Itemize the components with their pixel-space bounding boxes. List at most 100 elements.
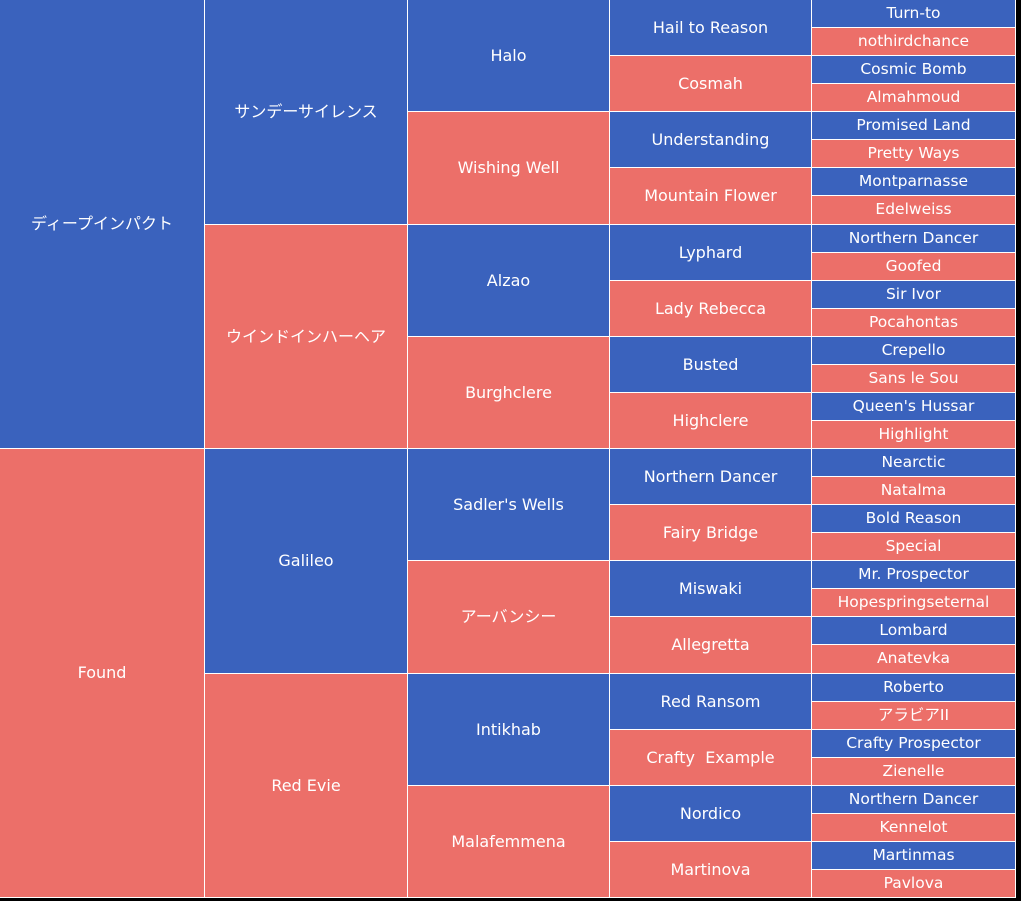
horse-name: Galileo <box>278 551 334 570</box>
horse-name: ディープインパクト <box>31 214 173 233</box>
horse-name: Nordico <box>679 803 742 823</box>
pedigree-cell-gen5-19: Bold Reason <box>812 505 1016 533</box>
pedigree-cell-gen4-15: Nordico <box>610 786 812 842</box>
pedigree-cell-gen1-1: ディープインパクト <box>0 0 205 449</box>
pedigree-cell-gen5-22: Hopespringseternal <box>812 589 1016 617</box>
horse-name: Highclere <box>672 410 749 430</box>
horse-name: Mr. Prospector <box>858 564 969 583</box>
pedigree-cell-gen5-12: Pocahontas <box>812 309 1016 337</box>
horse-name: Sadler's Wells <box>453 494 564 514</box>
horse-name: サンデーサイレンス <box>234 102 378 121</box>
pedigree-cell-gen3-3: Alzao <box>408 225 610 337</box>
horse-name: Mountain Flower <box>644 186 777 205</box>
pedigree-cell-gen3-8: Malafemmena <box>408 786 610 898</box>
horse-name: Zienelle <box>882 761 945 780</box>
pedigree-cell-gen5-20: Special <box>812 533 1016 561</box>
horse-name: Alzao <box>486 270 531 290</box>
pedigree-cell-gen2-2: ウインドインハーヘア <box>205 225 408 449</box>
pedigree-cell-gen4-10: Fairy Bridge <box>610 505 812 561</box>
horse-name: Wishing Well <box>457 158 560 177</box>
horse-name: Allegretta <box>671 635 750 654</box>
horse-name: Queen's Hussar <box>852 396 975 415</box>
pedigree-cell-gen5-27: Crafty Prospector <box>812 730 1016 758</box>
horse-name: Hail to Reason <box>652 17 769 37</box>
horse-name: Highlight <box>878 424 949 443</box>
pedigree-cell-gen4-5: Lyphard <box>610 225 812 281</box>
horse-name: Halo <box>490 45 527 65</box>
pedigree-cell-gen1-2: Found <box>0 449 205 898</box>
horse-name: Lyphard <box>678 242 743 262</box>
horse-name: Martinova <box>670 859 751 879</box>
pedigree-cell-gen2-1: サンデーサイレンス <box>205 0 408 225</box>
horse-name: Pavlova <box>883 873 944 892</box>
pedigree-cell-gen3-7: Intikhab <box>408 674 610 786</box>
pedigree-cell-gen5-3: Cosmic Bomb <box>812 56 1016 84</box>
horse-name: Martinmas <box>872 845 955 864</box>
pedigree-cell-gen5-6: Pretty Ways <box>812 140 1016 168</box>
horse-name: Roberto <box>883 677 944 696</box>
pedigree-cell-gen4-9: Northern Dancer <box>610 449 812 505</box>
pedigree-cell-gen5-10: Goofed <box>812 253 1016 281</box>
pedigree-cell-gen5-32: Pavlova <box>812 870 1016 898</box>
pedigree-cell-gen5-23: Lombard <box>812 617 1016 645</box>
horse-name: Northern Dancer <box>643 466 778 486</box>
pedigree-cell-gen5-30: Kennelot <box>812 814 1016 842</box>
pedigree-cell-gen4-2: Cosmah <box>610 56 812 112</box>
pedigree-cell-gen4-7: Busted <box>610 337 812 393</box>
pedigree-cell-gen5-21: Mr. Prospector <box>812 561 1016 589</box>
horse-name: Crafty Prospector <box>846 733 981 752</box>
pedigree-cell-gen4-11: Miswaki <box>610 561 812 617</box>
pedigree-cell-gen5-31: Martinmas <box>812 842 1016 870</box>
pedigree-cell-gen5-7: Montparnasse <box>812 168 1016 196</box>
pedigree-cell-gen5-4: Almahmoud <box>812 84 1016 112</box>
pedigree-cell-gen5-11: Sir Ivor <box>812 281 1016 309</box>
horse-name: Special <box>885 536 942 555</box>
pedigree-cell-gen5-13: Crepello <box>812 337 1016 365</box>
pedigree-cell-gen5-1: Turn-to <box>812 0 1016 28</box>
pedigree-cell-gen5-2: nothirdchance <box>812 28 1016 56</box>
horse-name: Anatevka <box>877 649 950 668</box>
horse-name: Promised Land <box>856 115 971 134</box>
horse-name: Hopespringseternal <box>837 592 990 611</box>
pedigree-cell-gen2-3: Galileo <box>205 449 408 674</box>
horse-name: nothirdchance <box>857 31 970 50</box>
pedigree-cell-gen5-24: Anatevka <box>812 645 1016 674</box>
horse-name: Found <box>77 663 127 682</box>
pedigree-cell-gen4-13: Red Ransom <box>610 674 812 730</box>
horse-name: Bold Reason <box>865 508 962 527</box>
pedigree-cell-gen4-1: Hail to Reason <box>610 0 812 56</box>
pedigree-cell-gen3-4: Burghclere <box>408 337 610 449</box>
horse-name: ウインドインハーヘア <box>225 326 386 346</box>
horse-name: Cosmic Bomb <box>860 59 967 78</box>
pedigree-cell-gen4-3: Understanding <box>610 112 812 168</box>
pedigree-cell-gen3-6: アーバンシー <box>408 561 610 674</box>
horse-name: Sir Ivor <box>885 284 942 303</box>
horse-name: Montparnasse <box>858 171 969 190</box>
pedigree-cell-gen5-5: Promised Land <box>812 112 1016 140</box>
horse-name: アラビアII <box>877 705 950 724</box>
pedigree-cell-gen4-16: Martinova <box>610 842 812 898</box>
horse-name: Sans le Sou <box>868 368 959 387</box>
pedigree-cell-gen5-15: Queen's Hussar <box>812 393 1016 421</box>
horse-name: Fairy Bridge <box>662 522 759 542</box>
pedigree-cell-gen5-16: Highlight <box>812 421 1016 449</box>
pedigree-cell-gen4-12: Allegretta <box>610 617 812 674</box>
horse-name: Miswaki <box>678 578 743 598</box>
horse-name: Red Ransom <box>660 691 761 711</box>
pedigree-cell-gen5-17: Nearctic <box>812 449 1016 477</box>
pedigree-cell-gen4-4: Mountain Flower <box>610 168 812 225</box>
horse-name: Edelweiss <box>875 200 952 219</box>
horse-name: Goofed <box>885 256 942 275</box>
horse-name: Pocahontas <box>868 312 959 331</box>
horse-name: Cosmah <box>678 73 743 93</box>
horse-name: Understanding <box>651 129 770 149</box>
horse-name: Northern Dancer <box>848 789 979 808</box>
pedigree-cell-gen3-2: Wishing Well <box>408 112 610 225</box>
pedigree-cell-gen5-8: Edelweiss <box>812 196 1016 225</box>
horse-name: アーバンシー <box>460 607 557 626</box>
pedigree-cell-gen5-18: Natalma <box>812 477 1016 505</box>
horse-name: Kennelot <box>879 817 948 836</box>
horse-name: Natalma <box>880 480 947 499</box>
horse-name: Lombard <box>879 620 948 639</box>
pedigree-cell-gen4-6: Lady Rebecca <box>610 281 812 337</box>
